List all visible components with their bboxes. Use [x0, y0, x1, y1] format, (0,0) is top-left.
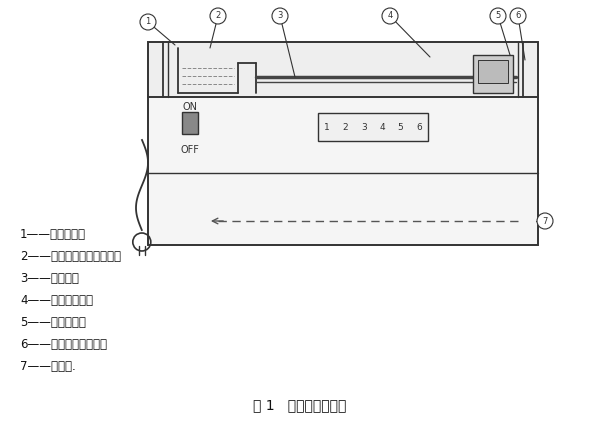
Text: 6——往复次数显示器；: 6——往复次数显示器；	[20, 338, 107, 351]
Text: 1: 1	[145, 17, 151, 26]
Text: 2: 2	[215, 11, 221, 20]
Text: ON: ON	[182, 102, 197, 112]
Circle shape	[510, 8, 526, 24]
Circle shape	[210, 8, 226, 24]
Circle shape	[140, 14, 156, 30]
Text: 3——滑动架；: 3——滑动架；	[20, 273, 79, 285]
Text: 5——试验台板；: 5——试验台板；	[20, 316, 86, 329]
Text: 5: 5	[496, 11, 500, 20]
Text: 4: 4	[379, 123, 385, 131]
Circle shape	[382, 8, 398, 24]
Bar	[473, 55, 513, 93]
Circle shape	[537, 213, 553, 229]
Text: 1: 1	[324, 123, 330, 131]
Text: 4: 4	[388, 11, 392, 20]
Circle shape	[490, 8, 506, 24]
Text: 4——刷子及夹具；: 4——刷子及夹具；	[20, 295, 93, 307]
Text: 5: 5	[398, 123, 403, 131]
Text: 6: 6	[416, 123, 422, 131]
Text: 7: 7	[542, 217, 548, 226]
Circle shape	[272, 8, 288, 24]
Bar	[148, 95, 538, 245]
Bar	[182, 112, 198, 134]
Text: OFF: OFF	[181, 145, 199, 155]
Text: 6: 6	[515, 11, 521, 20]
Text: 3: 3	[361, 123, 367, 131]
Text: 2——滴加洗刷介质的容器；: 2——滴加洗刷介质的容器；	[20, 251, 121, 263]
Text: 1——电源开关；: 1——电源开关；	[20, 229, 86, 242]
Bar	[148, 42, 538, 97]
Bar	[318, 113, 428, 141]
Text: 3: 3	[277, 11, 283, 20]
Text: 7——电动机.: 7——电动机.	[20, 360, 76, 374]
Bar	[478, 60, 508, 83]
Text: 图 1   耐洗刷性试验仪: 图 1 耐洗刷性试验仪	[253, 398, 347, 412]
Text: 2: 2	[343, 123, 349, 131]
